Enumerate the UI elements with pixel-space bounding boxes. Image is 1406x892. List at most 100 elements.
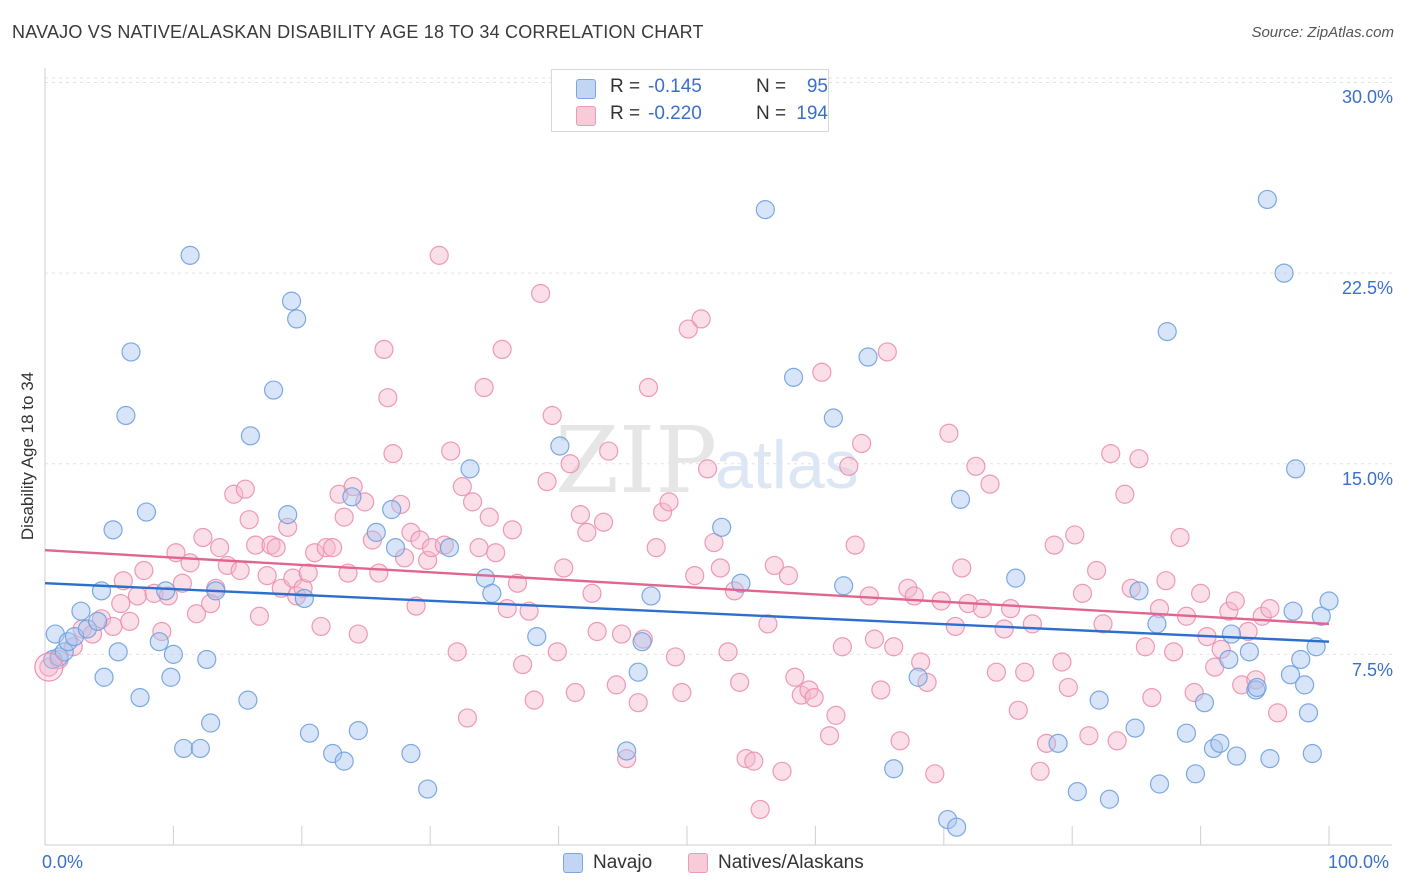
r-value: -0.220 [648, 103, 702, 124]
navajo-point [1048, 733, 1068, 753]
natives-point [479, 507, 499, 527]
natives-point [1219, 601, 1239, 621]
navajo-point [1129, 581, 1149, 601]
navajo-point [1221, 624, 1242, 644]
navajo-point [617, 741, 637, 761]
natives-point [434, 535, 454, 555]
navajo-point [1286, 459, 1306, 479]
navajo-point [240, 426, 261, 446]
natives-point [158, 586, 178, 606]
natives-point [628, 693, 648, 713]
navajo-point [385, 538, 406, 558]
natives-point [201, 593, 221, 614]
natives-point [311, 616, 331, 637]
natives-point [1156, 571, 1176, 591]
natives-point [418, 550, 438, 570]
y-tick-label: 15.0% [1341, 469, 1393, 489]
natives-point [519, 601, 539, 621]
natives-point [462, 492, 483, 512]
navajo-point [858, 347, 878, 367]
natives-point [1238, 621, 1258, 642]
natives-point [826, 705, 846, 725]
natives-point [34, 652, 64, 682]
natives-point [804, 687, 824, 708]
navajo-point [136, 502, 157, 522]
watermark: ZIP atlas [555, 407, 859, 514]
natives-point [697, 459, 718, 479]
navajo-point [1226, 746, 1247, 766]
natives-point [1268, 703, 1288, 723]
natives-point [249, 606, 270, 626]
natives-point [764, 555, 784, 576]
navajo-point [156, 581, 176, 601]
natives-point [736, 748, 756, 769]
natives-point [374, 339, 394, 360]
navajo-point [1283, 601, 1303, 621]
natives-point [369, 563, 389, 583]
natives-point [239, 510, 259, 530]
navajo-swatch [576, 79, 596, 99]
natives-point [819, 726, 840, 746]
navajo-point [908, 667, 928, 687]
navajo-point [712, 517, 732, 537]
navajo-point [1194, 693, 1215, 713]
natives-point [750, 799, 770, 820]
navajo-point [281, 291, 302, 311]
natives-point [1052, 652, 1072, 672]
y-tick-label: 22.5% [1341, 278, 1393, 298]
natives-point [593, 512, 614, 532]
natives-point [120, 611, 140, 631]
natives-point [502, 520, 522, 540]
navajo-point [174, 738, 194, 759]
natives-point [945, 616, 965, 637]
natives-point [134, 560, 154, 581]
x-tick-label-min: 0.0% [42, 852, 84, 872]
natives-point [877, 342, 897, 362]
navajo-point [287, 309, 307, 329]
natives-point [554, 558, 574, 578]
navajo-point [834, 576, 854, 596]
navajo-point [108, 642, 128, 662]
natives-point [890, 731, 910, 751]
x-tick-label-max: 100.0% [1328, 852, 1390, 872]
navajo-point [1203, 738, 1224, 759]
navajo-point [334, 751, 354, 771]
navajo-point [103, 520, 123, 540]
navajo-point [527, 626, 547, 647]
natives-point [406, 596, 426, 616]
natives-point [391, 494, 411, 515]
n-label: N = [756, 76, 787, 97]
navajo-point [1298, 703, 1319, 723]
navajo-point [197, 649, 217, 670]
navajo-point [628, 662, 648, 682]
axes [44, 68, 1392, 846]
natives-point [486, 543, 506, 563]
natives-point [210, 538, 230, 558]
natives-point [542, 405, 562, 426]
navajo-point [947, 817, 967, 837]
natives-point [565, 682, 585, 703]
natives-point [429, 245, 449, 265]
natives-point [812, 362, 832, 382]
navajo-point [1006, 568, 1026, 588]
natives-point [952, 558, 972, 578]
natives-point [1121, 578, 1141, 598]
r-label: R = [610, 103, 641, 124]
navajo-point [201, 713, 221, 733]
natives-point [582, 583, 602, 603]
navajo-point [149, 632, 169, 652]
watermark-zip: ZIP [555, 407, 717, 514]
r-label: R = [610, 76, 641, 97]
natives-point [245, 535, 266, 555]
navajo-point [439, 538, 460, 558]
natives-point [447, 642, 467, 662]
navajo-point [950, 489, 971, 509]
natives-point [355, 492, 375, 512]
natives-point [1093, 614, 1113, 634]
natives-point [917, 672, 937, 692]
navajo-point [238, 690, 258, 710]
natives-point [457, 708, 478, 728]
natives-point [266, 538, 286, 558]
natives-legend-swatch [688, 853, 708, 873]
natives-point [859, 586, 879, 606]
